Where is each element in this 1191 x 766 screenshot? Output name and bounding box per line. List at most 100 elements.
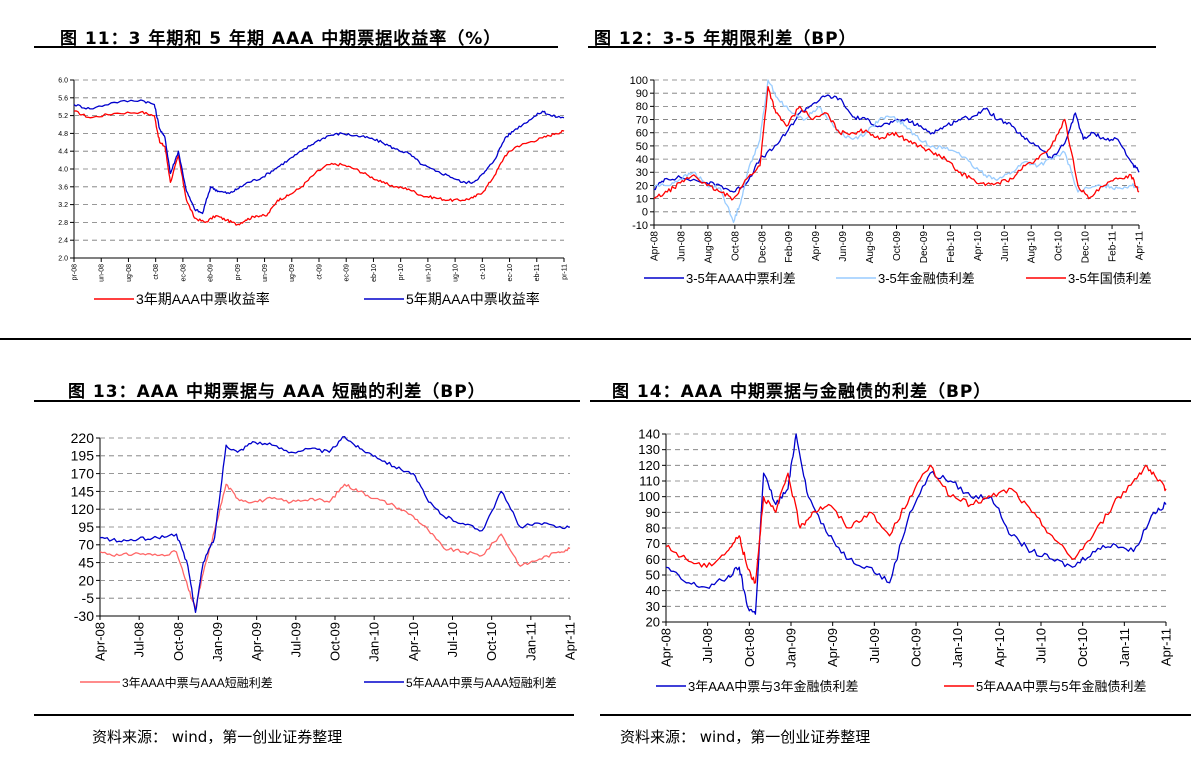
y-tick-label: 100 [638, 489, 660, 504]
x-tick-label: Jul-09 [288, 622, 303, 657]
y-tick-label: 40 [646, 583, 660, 598]
y-tick-label: 20 [636, 180, 648, 192]
legend-label: 3-5年国债利差 [1068, 271, 1152, 286]
x-tick-label: Aug-10 [1027, 231, 1038, 264]
x-tick-label: Apr-11 [563, 622, 578, 660]
x-tick-label: Jun-09 [838, 231, 849, 262]
y-tick-label: 60 [646, 552, 660, 567]
x-tick-label: Oct-09 [328, 622, 343, 661]
legend-label: 3-5年金融债利差 [878, 271, 975, 286]
x-tick-label: Oct-09 [892, 231, 903, 261]
series-line [665, 433, 1167, 615]
x-tick-label: Apr-10 [406, 622, 421, 661]
y-tick-label: 120 [638, 458, 660, 473]
title-rule-bottom-right [590, 400, 1191, 402]
chart-11-yields: 6.0 5.6 5.2 4.8 4.4 4.0 3.6 3.2 2.8 2.4 2.0pr-08 un… [58, 77, 568, 307]
x-tick-label: Oct-10 [1054, 231, 1065, 261]
chart-title-14: 图 14：AAA 中期票据与金融债的利差（BP） [612, 382, 992, 402]
y-tick-label: 30 [646, 599, 660, 614]
x-tick-label: Oct-09 [909, 628, 924, 667]
chart-title-11: 图 11：3 年期和 5 年期 AAA 中期票据收益率（%） [60, 29, 502, 49]
y-tick-label: 50 [636, 141, 648, 153]
source-rule-left [34, 714, 574, 716]
y-tick-label: 0 [642, 207, 648, 219]
y-tick-label: 10 [636, 193, 648, 205]
x-tick-label: Jun-08 [676, 231, 687, 262]
chart-title-13: 图 13：AAA 中期票据与 AAA 短融的利差（BP） [68, 382, 486, 402]
x-tick-label: Jul-10 [445, 622, 460, 657]
y-tick-label: 4.0 [58, 166, 68, 173]
x-tick-label: Apr-09 [249, 622, 264, 661]
x-tick-label: pr-11 [561, 264, 568, 280]
y-tick-label: 90 [636, 88, 648, 100]
x-tick-label: Apr-10 [992, 628, 1007, 667]
x-tick-label: Jan-11 [523, 622, 538, 661]
y-tick-label: 120 [71, 501, 95, 517]
x-tick-label: Oct-08 [730, 231, 741, 261]
x-tick-label: ec-09 [344, 264, 351, 282]
y-tick-label: 100 [630, 75, 648, 87]
series-line [73, 99, 565, 215]
x-tick-label: un-09 [262, 264, 269, 282]
x-tick-label: Oct-08 [171, 622, 186, 661]
x-tick-label: pr-10 [398, 264, 405, 280]
x-tick-label: Oct-10 [1075, 628, 1090, 667]
x-tick-label: Jul-10 [1034, 628, 1049, 663]
source-rule-right [600, 714, 1191, 716]
y-tick-label: 2.8 [58, 220, 68, 227]
y-tick-label: 4.8 [58, 131, 68, 138]
x-tick-label: Feb-11 [1108, 231, 1119, 262]
x-tick-label: Aug-09 [865, 231, 876, 264]
x-tick-label: Oct-10 [484, 622, 499, 661]
source-note-left: 资料来源： wind，第一创业证券整理 [92, 728, 343, 746]
chart-title-12: 图 12：3-5 年期限利差（BP） [594, 29, 857, 49]
x-tick-label: Apr-11 [1135, 231, 1146, 261]
x-tick-label: ec-10 [507, 264, 514, 282]
x-tick-label: Dec-09 [919, 231, 930, 264]
x-tick-label: Dec-10 [1081, 231, 1092, 264]
x-tick-label: pr-09 [235, 264, 242, 280]
x-tick-label: Jan-09 [784, 628, 799, 668]
x-tick-label: Apr-11 [1159, 628, 1174, 666]
series-line [653, 79, 1140, 224]
y-tick-label: 170 [71, 466, 95, 482]
legend-label: 3年期AAA中票收益率 [136, 291, 270, 307]
x-tick-label: Jan-09 [210, 622, 225, 662]
y-tick-label: 3.2 [58, 202, 68, 209]
legend-label: 5年期AAA中票收益率 [406, 291, 540, 307]
y-tick-label: 60 [636, 128, 648, 140]
y-tick-label: 130 [638, 442, 660, 457]
x-tick-label: Apr-10 [973, 231, 984, 261]
y-tick-label: 90 [646, 505, 660, 520]
y-tick-label: 140 [638, 427, 660, 442]
x-tick-label: Apr-08 [659, 628, 674, 667]
y-tick-label: 95 [78, 519, 94, 535]
y-tick-label: 220 [71, 430, 95, 446]
y-tick-label: 6.0 [58, 77, 68, 84]
y-tick-label: 110 [639, 474, 660, 489]
x-tick-label: eb-10 [371, 264, 378, 282]
y-tick-label: 50 [646, 568, 660, 583]
legend-label: 3-5年AAA中票利差 [686, 271, 796, 286]
legend-label: 5年AAA中票与AAA短融利差 [406, 675, 557, 690]
x-tick-label: ct-09 [316, 264, 323, 280]
series-line [653, 85, 1140, 201]
x-tick-label: ec-08 [180, 264, 187, 282]
separator-rule-middle [0, 338, 1191, 340]
x-tick-label: Jul-09 [867, 628, 882, 663]
y-tick-label: 145 [71, 483, 95, 499]
y-tick-label: 5.2 [58, 113, 68, 120]
x-tick-label: Jul-08 [700, 628, 715, 663]
y-tick-label: 80 [636, 101, 648, 113]
title-rule-top-left [34, 46, 558, 48]
series-line [99, 483, 571, 610]
y-tick-label: 45 [78, 555, 94, 571]
x-tick-label: Feb-09 [784, 231, 795, 263]
y-tick-label: 5.6 [58, 95, 68, 102]
x-tick-label: pr-08 [71, 264, 78, 280]
x-tick-label: Apr-09 [825, 628, 840, 667]
x-tick-label: un-10 [425, 264, 432, 282]
